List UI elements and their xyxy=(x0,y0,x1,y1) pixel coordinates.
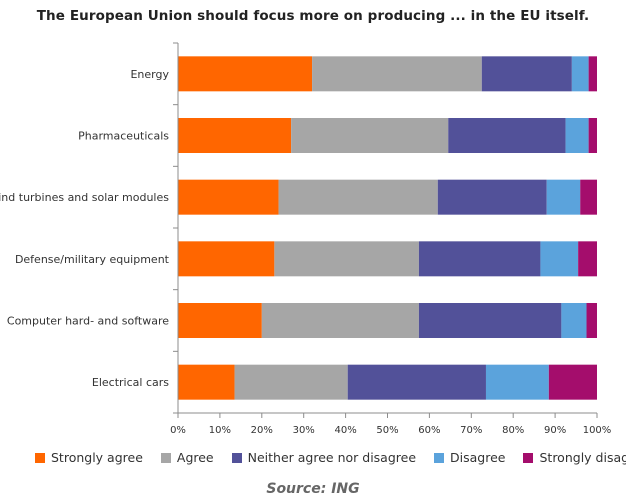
bar-segment xyxy=(481,56,572,92)
bar-segment xyxy=(312,56,482,92)
bar-segment xyxy=(291,118,449,153)
bar-segment xyxy=(485,364,549,400)
bar-segment xyxy=(578,241,597,277)
x-tick-label: 90% xyxy=(544,425,566,436)
bar-segment xyxy=(418,241,541,277)
chart-title: The European Union should focus more on … xyxy=(36,8,590,24)
category-label: Electrical cars xyxy=(92,376,169,389)
bar-segment xyxy=(540,241,579,277)
bar-segment xyxy=(178,118,292,153)
x-tick-label: 80% xyxy=(502,425,524,436)
bar-segment xyxy=(588,56,597,92)
legend-item: Disagree xyxy=(434,450,505,465)
legend-label: Disagree xyxy=(450,450,506,465)
legend-label: Neither agree nor disagree xyxy=(247,450,417,465)
bar-segment xyxy=(178,241,275,277)
x-tick-label: 50% xyxy=(376,425,398,436)
bar-segment xyxy=(178,179,279,215)
bar-segment xyxy=(418,303,562,338)
x-tick-label: 100% xyxy=(583,425,612,436)
bar-segment xyxy=(437,179,547,215)
bar-segment xyxy=(571,56,589,92)
category-label: Energy xyxy=(130,68,169,81)
bar-segment xyxy=(586,303,597,338)
bar-segment xyxy=(261,303,419,338)
bar-segment xyxy=(178,56,313,92)
legend: Strongly agree Agree Neither agree nor dis… xyxy=(35,450,626,465)
category-label: Pharmaceuticals xyxy=(78,130,169,143)
bar-segment xyxy=(580,179,597,215)
bar-segment xyxy=(588,118,597,153)
category-label: Computer hard- and software xyxy=(7,315,169,328)
x-tick-label: 60% xyxy=(418,425,440,436)
bar-segment xyxy=(448,118,566,153)
bar-segment xyxy=(548,364,597,400)
legend-swatch xyxy=(35,452,45,463)
bar-segment xyxy=(178,364,235,400)
legend-swatch xyxy=(523,452,534,463)
x-tick-label: 70% xyxy=(460,425,482,436)
legend-item: Strongly disagree xyxy=(523,450,626,465)
x-tick-label: 20% xyxy=(251,425,273,436)
bar-segment xyxy=(565,118,589,153)
legend-label: Strongly disagree xyxy=(539,450,626,465)
x-tick-label: 30% xyxy=(293,425,315,436)
bar-segment xyxy=(178,303,262,338)
bar-segment xyxy=(546,179,581,215)
legend-item: Strongly agree xyxy=(35,450,143,465)
legend-item: Agree xyxy=(160,450,214,465)
source-note: Source: ING xyxy=(266,481,360,497)
x-tick-label: 40% xyxy=(334,425,356,436)
x-tick-label: 10% xyxy=(209,425,231,436)
legend-swatch xyxy=(231,452,242,463)
legend-swatch xyxy=(160,452,171,463)
bar-segment xyxy=(347,364,486,400)
legend-label: Agree xyxy=(176,450,214,465)
legend-swatch xyxy=(434,452,445,463)
bar-segment xyxy=(234,364,348,400)
bar-segment xyxy=(274,241,419,277)
legend-item: Neither agree nor disagree xyxy=(231,450,417,465)
category-label: Defense/military equipment xyxy=(15,253,170,266)
bar-segment xyxy=(278,179,438,215)
bar-segment xyxy=(561,303,587,338)
x-tick-label: 0% xyxy=(170,425,186,436)
category-label: Wind turbines and solar modules xyxy=(0,191,169,204)
legend-label: Strongly agree xyxy=(51,450,143,465)
